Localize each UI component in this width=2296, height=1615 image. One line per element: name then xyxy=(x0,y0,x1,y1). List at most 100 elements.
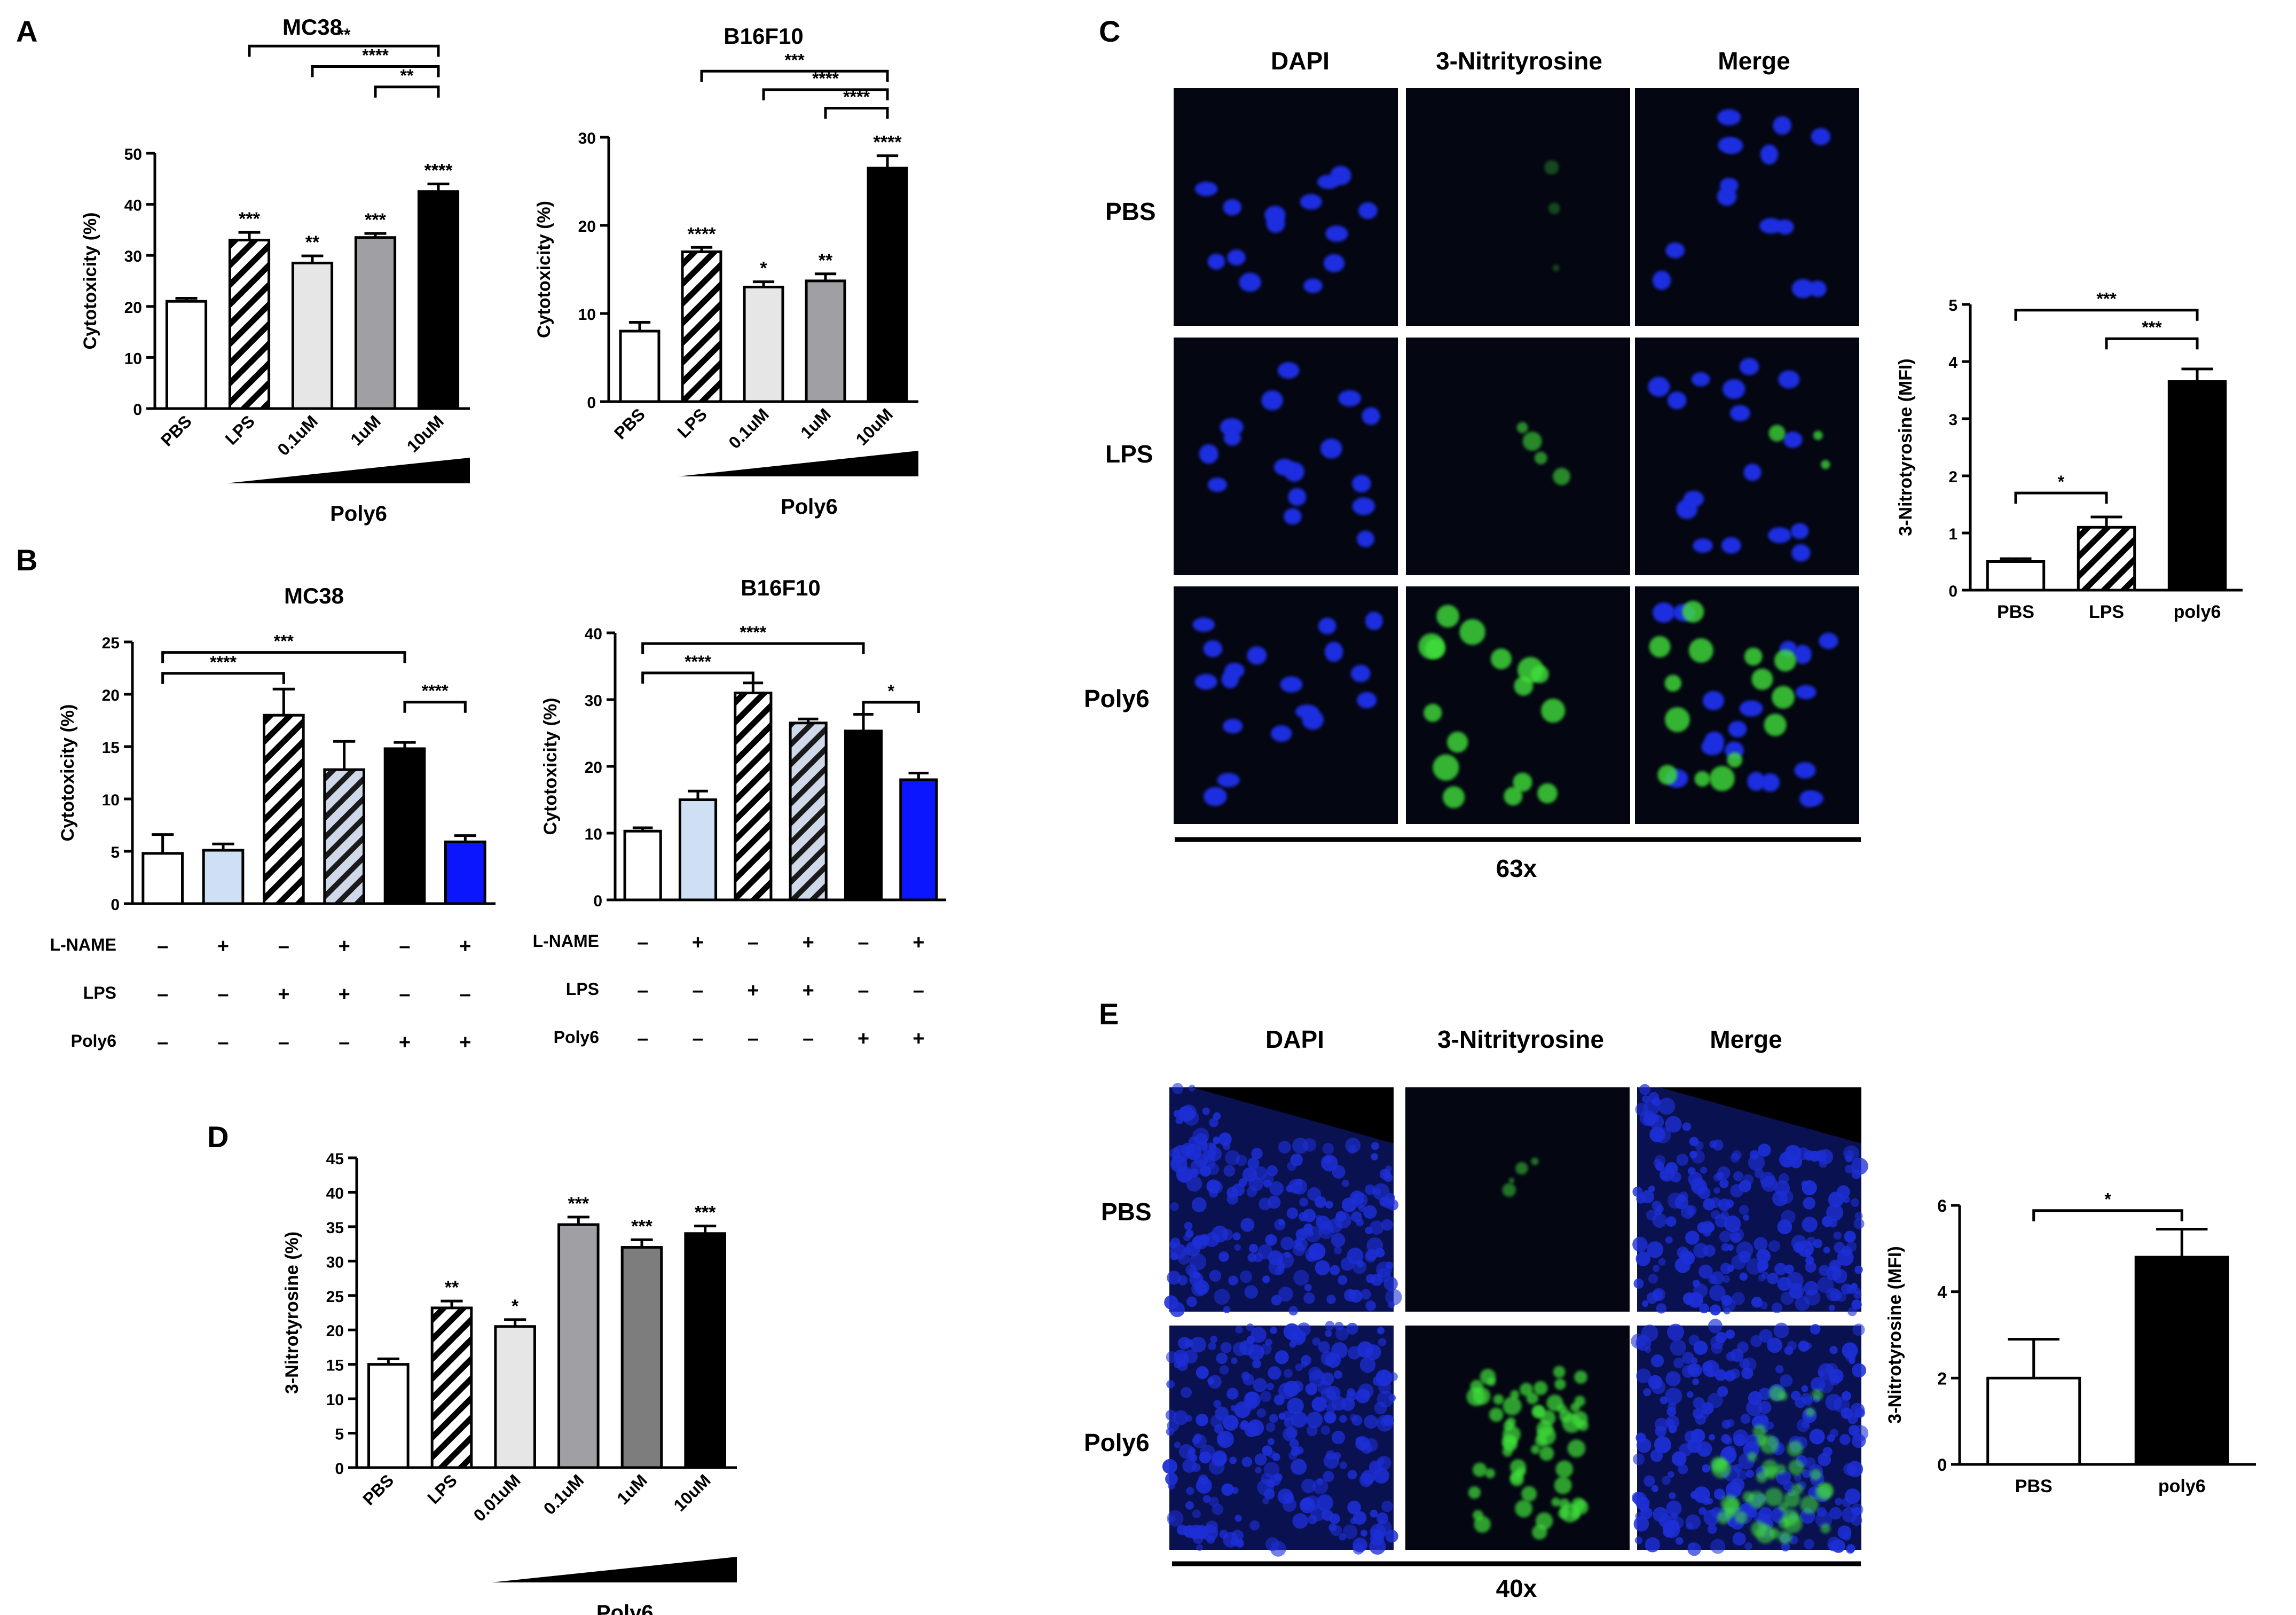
factor-sign: + xyxy=(278,983,289,1006)
tissue-nucleus xyxy=(1333,1246,1342,1255)
tissue-nucleus xyxy=(1665,1371,1681,1386)
factor-sign: + xyxy=(913,931,924,954)
tissue-nucleus xyxy=(1370,1509,1378,1518)
tissue-nucleus xyxy=(1845,1155,1852,1163)
tissue-nucleus xyxy=(1852,1323,1865,1336)
tissue-nucleus xyxy=(1167,1271,1181,1285)
nucleus xyxy=(1653,602,1675,623)
tissue-nucleus xyxy=(1212,1136,1221,1144)
tissue-nucleus xyxy=(1212,1503,1224,1515)
nucleus xyxy=(1743,464,1762,481)
green-signal xyxy=(1508,1178,1515,1183)
bar-1 xyxy=(202,849,245,905)
tissue-nucleus xyxy=(1768,1240,1780,1252)
tissue-nucleus xyxy=(1249,1520,1260,1531)
tissue-nucleus xyxy=(1360,1289,1371,1300)
tissue-nucleus xyxy=(1725,1199,1734,1208)
tissue-nucleus xyxy=(1295,1446,1304,1455)
tissue-nucleus xyxy=(1189,1084,1196,1092)
green-signal xyxy=(1748,1491,1766,1509)
y-tick-label: 5 xyxy=(111,844,120,861)
tissue-nucleus xyxy=(1219,1365,1229,1375)
y-tick-label: 15 xyxy=(102,739,120,757)
tissue-nucleus xyxy=(1699,1303,1709,1314)
tissue-nucleus xyxy=(1387,1199,1399,1211)
tissue-nucleus xyxy=(1224,1150,1240,1165)
green-signal xyxy=(1485,1468,1496,1479)
tissue-nucleus xyxy=(1711,1342,1723,1354)
micro-e-row-pbs: PBS xyxy=(1101,1198,1152,1226)
micro-e-col-dapi: DAPI xyxy=(1265,1025,1324,1053)
tissue-nucleus xyxy=(1754,1169,1764,1179)
micro-e-row-poly6: Poly6 xyxy=(1084,1429,1150,1456)
factor-sign: + xyxy=(803,979,814,1002)
tissue-nucleus xyxy=(1228,1275,1238,1285)
nucleus xyxy=(1717,109,1741,126)
factor-row-label: L-NAME xyxy=(533,931,599,951)
factor-sign: – xyxy=(858,979,869,1002)
tissue-nucleus xyxy=(1190,1336,1206,1353)
tissue-nucleus xyxy=(1385,1530,1398,1543)
nucleus xyxy=(1303,278,1323,293)
tissue-nucleus xyxy=(1223,1306,1231,1314)
nucleus xyxy=(1365,611,1383,630)
tissue-nucleus xyxy=(1805,1261,1817,1273)
tissue-nucleus xyxy=(1722,1275,1730,1283)
nucleus xyxy=(1284,508,1302,525)
tissue-nucleus xyxy=(1200,1165,1212,1177)
x-tick-label: PBS xyxy=(2015,1476,2053,1496)
tissue-nucleus xyxy=(1633,1453,1645,1465)
tissue-nucleus xyxy=(1263,1179,1272,1188)
tissue-nucleus xyxy=(1165,1472,1178,1486)
tissue-nucleus xyxy=(1715,1331,1727,1343)
tissue-nucleus xyxy=(1699,1264,1713,1279)
nucleus xyxy=(1357,692,1377,709)
significance-bracket xyxy=(403,701,467,713)
nucleus xyxy=(1356,530,1374,547)
x-tick-label: LPS xyxy=(423,1470,460,1507)
tissue-nucleus xyxy=(1834,1242,1845,1253)
tissue-nucleus xyxy=(1801,1180,1809,1188)
bracket-label: *** xyxy=(2096,289,2117,309)
tissue-nucleus xyxy=(1249,1243,1259,1253)
tissue-nucleus xyxy=(1682,1352,1694,1364)
y-tick-label: 10 xyxy=(124,350,142,367)
tissue-nucleus xyxy=(1212,1450,1228,1466)
tissue-nucleus xyxy=(1733,1434,1746,1447)
tissue-nucleus xyxy=(1269,1181,1284,1196)
green-signal xyxy=(1472,1462,1487,1477)
tissue-nucleus xyxy=(1709,1434,1716,1441)
tissue-nucleus xyxy=(1301,1499,1312,1510)
micrograph-background xyxy=(1406,88,1630,326)
tissue-nucleus xyxy=(1677,1246,1689,1259)
tissue-nucleus xyxy=(1757,1143,1771,1157)
tissue-nucleus xyxy=(1183,1349,1198,1364)
tissue-nucleus xyxy=(1199,1445,1215,1461)
nucleus xyxy=(1217,773,1240,787)
tissue-nucleus xyxy=(1273,1394,1285,1406)
tissue-nucleus xyxy=(1208,1342,1216,1351)
factor-sign: – xyxy=(913,979,924,1002)
nucleus xyxy=(1358,202,1378,219)
tissue-nucleus xyxy=(1665,1216,1677,1227)
bar-significance-label: ** xyxy=(305,232,320,253)
nucleus xyxy=(1317,175,1340,189)
panel-letter-d: D xyxy=(207,1120,229,1154)
green-signal xyxy=(1805,1407,1815,1417)
bar-significance-label: * xyxy=(760,258,767,279)
nucleus xyxy=(1739,700,1763,717)
y-tick-label: 50 xyxy=(124,146,142,163)
factor-sign: – xyxy=(217,1031,229,1054)
y-tick-label: 0 xyxy=(133,401,142,419)
tissue-nucleus xyxy=(1252,1359,1262,1369)
tissue-nucleus xyxy=(1833,1232,1842,1240)
bracket-label: * xyxy=(2104,1190,2111,1209)
tissue-nucleus xyxy=(1828,1304,1835,1311)
tissue-nucleus xyxy=(1849,1358,1855,1365)
factor-row-label: L-NAME xyxy=(50,935,116,954)
tissue-nucleus xyxy=(1333,1370,1342,1379)
bracket-label: **** xyxy=(740,623,766,642)
tissue-nucleus xyxy=(1848,1425,1860,1436)
